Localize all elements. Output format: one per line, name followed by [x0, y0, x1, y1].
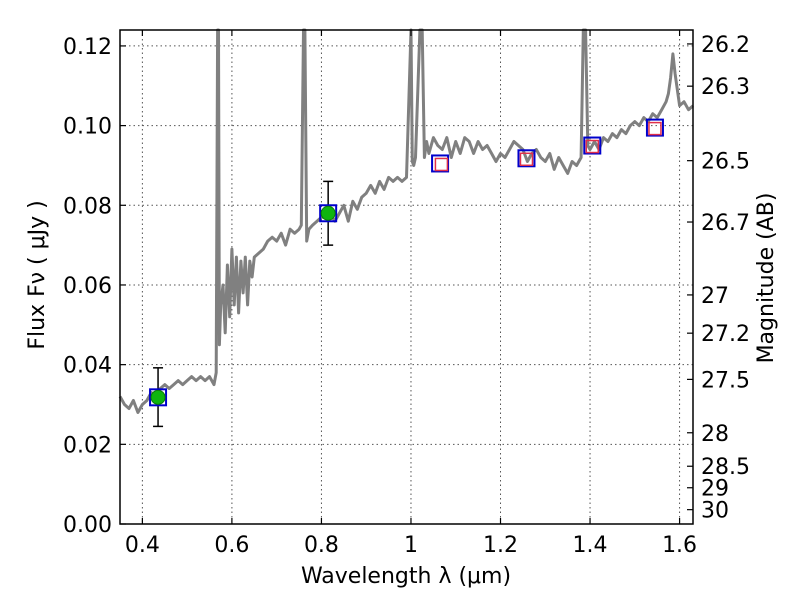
- y-axis-label: Flux Fν ( μJy ): [25, 200, 50, 349]
- spectrum-series: [118, 28, 694, 414]
- y-tick-label: 0.00: [63, 513, 112, 538]
- photometry-box: [517, 149, 536, 168]
- right-tick-label: 27: [701, 284, 729, 309]
- model-box: [519, 152, 534, 167]
- y-tick-label: 0.10: [63, 115, 112, 140]
- model-box: [585, 139, 600, 154]
- x-tick-label: 0.8: [304, 533, 339, 558]
- y-tick-label: 0.04: [63, 354, 112, 379]
- x-axis-label: Wavelength λ (μm): [301, 564, 511, 589]
- right-tick-label: 26.3: [701, 75, 750, 100]
- photometry-box: [583, 136, 602, 155]
- model-box: [648, 121, 662, 136]
- y-tick-label: 0.08: [63, 194, 112, 219]
- y-tick-labels: 0.00 0.02 0.04 0.06 0.08 0.10 0.12: [63, 35, 112, 538]
- y-tick-label: 0.02: [63, 433, 112, 458]
- x-tick-labels: 0.4 0.6 0.8 1 1.2 1.4 1.6: [125, 533, 697, 558]
- model-box: [434, 157, 449, 172]
- x-tick-label: 0.6: [214, 533, 249, 558]
- right-tick-label: 27.5: [701, 368, 750, 393]
- right-tick-label: 29: [701, 477, 729, 502]
- right-tick-label: 30: [701, 499, 729, 524]
- x-tick-label: 1.6: [662, 533, 697, 558]
- x-tick-label: 1.2: [483, 533, 518, 558]
- photometry-box: [319, 204, 338, 223]
- grid: [120, 30, 693, 524]
- right-tick-label: 26.7: [701, 211, 750, 236]
- measured-point: [320, 205, 336, 221]
- right-tick-label: 26.5: [701, 150, 750, 175]
- right-tick-label: 26.2: [701, 33, 750, 58]
- spectrum-line: [118, 28, 694, 414]
- ticks: [120, 30, 693, 525]
- photometry-box-series: [149, 118, 664, 407]
- photometry-box: [149, 388, 168, 407]
- right-tick-label: 28: [701, 422, 729, 447]
- x-tick-label: 0.4: [125, 533, 160, 558]
- x-tick-label: 1: [404, 533, 418, 558]
- plot-frame: [119, 29, 694, 525]
- right-tick-label: 28.5: [701, 455, 750, 480]
- measured-point-series: [150, 205, 336, 405]
- photometry-box: [645, 118, 664, 137]
- model-box-series: [434, 121, 662, 172]
- right-tick-label: 27.2: [701, 322, 750, 347]
- measured-point: [150, 389, 166, 405]
- y-tick-label: 0.06: [63, 274, 112, 299]
- right-axis-label: Magnitude (AB): [754, 193, 779, 364]
- y-tick-label: 0.12: [63, 35, 112, 60]
- x-tick-label: 1.4: [573, 533, 608, 558]
